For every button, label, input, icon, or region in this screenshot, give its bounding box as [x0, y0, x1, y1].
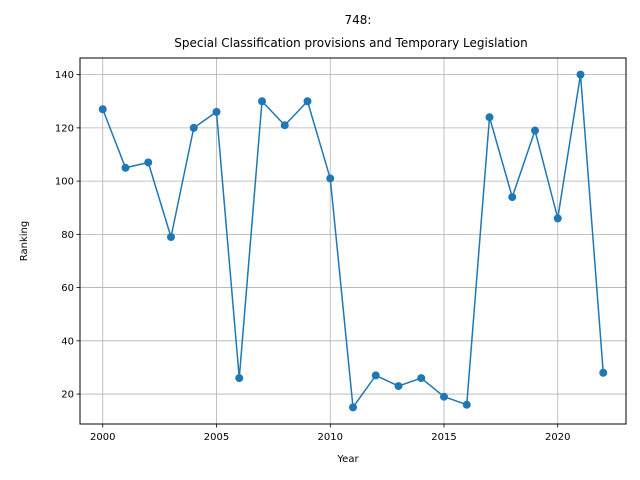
data-point [349, 403, 357, 412]
y-tick-label: 140 [55, 70, 74, 81]
x-tick-label: 2010 [318, 432, 343, 443]
data-point [576, 70, 585, 79]
data-point [553, 214, 562, 223]
data-point [599, 368, 608, 377]
data-point [485, 113, 494, 122]
data-point [531, 126, 539, 135]
data-point [303, 97, 312, 106]
data-point [167, 233, 175, 242]
chart-title-line2: Special Classification provisions and Te… [174, 36, 528, 50]
data-point [121, 163, 130, 172]
y-tick-label: 100 [55, 177, 74, 188]
plot-frame [79, 57, 627, 425]
x-axis-label: Year [336, 454, 359, 465]
grid-lines [80, 58, 626, 424]
data-point [212, 107, 221, 116]
data-point [508, 193, 517, 202]
data-point [235, 374, 244, 383]
data-point [144, 158, 153, 167]
data-point [98, 105, 107, 114]
x-tick-label: 2000 [90, 432, 115, 443]
data-point [371, 371, 380, 380]
data-point [326, 174, 335, 183]
data-point [280, 121, 289, 130]
x-tick-label: 2020 [545, 432, 570, 443]
data-point [394, 382, 403, 391]
data-point [417, 374, 426, 383]
y-axis-label: Ranking [19, 221, 30, 261]
y-tick-label: 20 [61, 390, 74, 401]
y-tick-label: 40 [61, 336, 74, 347]
data-point [258, 97, 266, 106]
series-line-group [98, 70, 608, 412]
data-point [440, 392, 448, 401]
y-tick-label: 60 [61, 283, 74, 294]
data-point [189, 123, 198, 132]
y-tick-label: 120 [55, 123, 74, 134]
series-line [102, 73, 604, 409]
data-point [462, 400, 471, 409]
chart-title-line1: 748: [345, 13, 372, 27]
x-tick-label: 2005 [204, 432, 229, 443]
y-tick-label: 80 [61, 230, 74, 241]
x-tick-label: 2015 [431, 432, 456, 443]
